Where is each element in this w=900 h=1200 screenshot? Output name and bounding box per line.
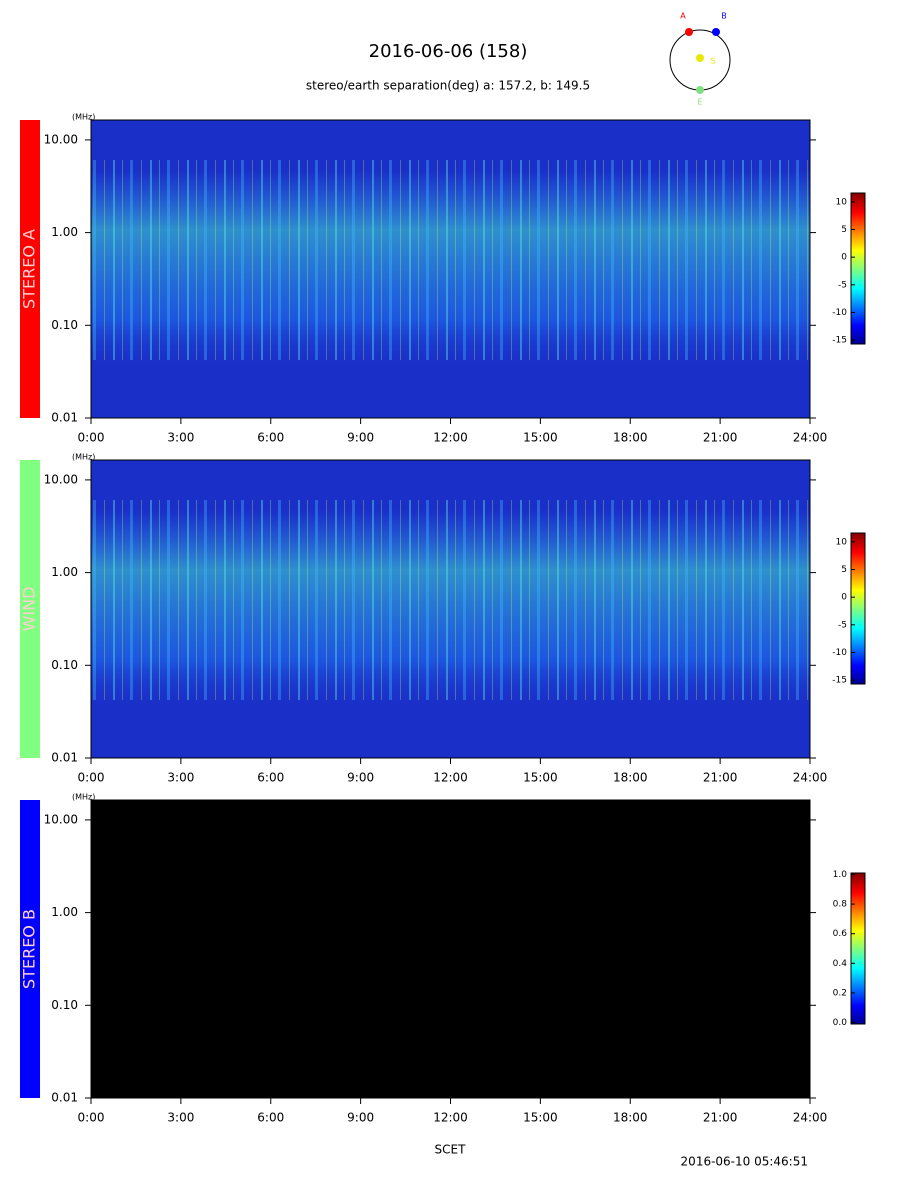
y-tick-label: 0.10 xyxy=(51,998,78,1012)
colorbar xyxy=(850,872,866,1025)
orbit-body xyxy=(712,28,720,36)
colorbar-tick-label: 0.4 xyxy=(833,959,848,969)
x-tick-label: 9:00 xyxy=(347,431,374,445)
colorbar xyxy=(850,532,866,685)
y-tick-label: 1.00 xyxy=(51,905,78,919)
y-unit: (MHz) xyxy=(72,113,95,122)
colorbar-tick-label: 5 xyxy=(841,225,847,235)
x-tick-label: 9:00 xyxy=(347,1111,374,1125)
x-tick-label: 0:00 xyxy=(78,431,105,445)
colorbar-tick-label: 0.0 xyxy=(833,1018,848,1028)
colorbar-tick-label: 0.8 xyxy=(833,900,848,910)
x-tick-label: 15:00 xyxy=(523,1111,558,1125)
x-tick-label: 3:00 xyxy=(167,771,194,785)
colorbar-tick-label: 0 xyxy=(841,253,847,263)
y-tick-label: 10.00 xyxy=(44,812,78,826)
colorbar-tick-label: 5 xyxy=(841,565,847,575)
colorbar-tick-label: 1.0 xyxy=(833,870,848,880)
x-tick-label: 9:00 xyxy=(347,771,374,785)
y-tick-label: 10.00 xyxy=(44,472,78,486)
panel-label-bar xyxy=(20,800,40,1098)
panel: STEREO A (MHz) 10.00 1.00 0.10 0.010:00 3:00 6:… xyxy=(20,113,866,445)
orbit-body xyxy=(685,28,693,36)
y-tick-label: 10.00 xyxy=(44,132,78,146)
x-tick-label: 12:00 xyxy=(433,771,468,785)
colorbar-tick-label: 10 xyxy=(836,537,848,547)
x-tick-label: 0:00 xyxy=(78,771,105,785)
panels: STEREO A(MHz)10.001.000.100.010:00 3:00 6:… xyxy=(20,113,866,1125)
orbit-body xyxy=(696,54,704,62)
y-tick-label: 0.01 xyxy=(51,411,78,425)
timestamp: 2016-06-10 05:46:51 xyxy=(681,1155,808,1169)
x-tick-label: 15:00 xyxy=(523,771,558,785)
y-tick-label: 1.00 xyxy=(51,565,78,579)
y-unit: (MHz) xyxy=(72,453,95,462)
x-tick-label: 18:00 xyxy=(613,1111,648,1125)
orbit-body xyxy=(696,86,704,94)
x-tick-label: 24:00 xyxy=(793,1111,828,1125)
x-tick-label: 12:00 xyxy=(433,431,468,445)
x-tick-label: 6:00 xyxy=(257,771,284,785)
y-tick-label: 0.01 xyxy=(51,1091,78,1105)
colorbar-tick-label: 0 xyxy=(841,593,847,603)
x-tick-label: 21:00 xyxy=(703,1111,738,1125)
x-tick-label: 6:00 xyxy=(257,1111,284,1125)
orbit-diagram: A B S E xyxy=(680,12,726,107)
y-tick-label: 0.10 xyxy=(51,318,78,332)
y-tick-label: 0.01 xyxy=(51,751,78,765)
panel-label: STEREO B xyxy=(20,909,39,989)
spectrogram-streaks xyxy=(91,500,810,700)
y-tick-label: 1.00 xyxy=(51,225,78,239)
orbit-label: E xyxy=(697,98,702,107)
colorbar-tick-label: -5 xyxy=(838,280,847,290)
x-tick-label: 3:00 xyxy=(167,431,194,445)
colorbar-tick-label: -15 xyxy=(832,676,847,686)
spectrogram-streaks xyxy=(91,160,810,360)
panel-label-bar xyxy=(20,120,40,418)
colorbar-tick-label: -10 xyxy=(832,648,847,658)
x-tick-label: 15:00 xyxy=(523,431,558,445)
x-tick-label: 0:00 xyxy=(78,1111,105,1125)
panel: WIND (MHz) 10.00 1.00 0.10 0.010:00 3:00 6:00 9:… xyxy=(20,453,866,785)
colorbar-tick-label: 0.6 xyxy=(833,929,848,939)
x-tick-label: 24:00 xyxy=(793,431,828,445)
colorbar-tick-label: -10 xyxy=(832,308,847,318)
panel: STEREO B (MHz) 10.00 1.00 0.10 0.010:00 3:00 6:… xyxy=(20,793,866,1125)
colorbar xyxy=(850,192,866,345)
title: 2016-06-06 (158) xyxy=(369,41,528,62)
colorbar-tick-label: -15 xyxy=(832,336,847,346)
y-tick-label: 0.10 xyxy=(51,658,78,672)
colorbar-tick-label: 0.2 xyxy=(833,988,847,998)
x-tick-label: 6:00 xyxy=(257,431,284,445)
panel-label: WIND xyxy=(20,587,39,632)
x-tick-label: 21:00 xyxy=(703,431,738,445)
panel-label-bar xyxy=(20,460,40,758)
orbit-label: A xyxy=(680,12,686,21)
x-tick-label: 3:00 xyxy=(167,1111,194,1125)
orbit-label: S xyxy=(710,57,715,66)
panel-label: STEREO A xyxy=(20,229,39,309)
y-unit: (MHz) xyxy=(72,793,95,802)
x-tick-label: 18:00 xyxy=(613,771,648,785)
x-tick-label: 24:00 xyxy=(793,771,828,785)
spectrogram xyxy=(91,800,810,1098)
orbit-label: B xyxy=(721,12,727,21)
colorbar-tick-label: 10 xyxy=(836,197,848,207)
x-tick-label: 12:00 xyxy=(433,1111,468,1125)
x-axis-label: SCET xyxy=(435,1143,467,1157)
subtitle: stereo/earth separation(deg) a: 157.2, b… xyxy=(306,79,590,93)
x-tick-label: 21:00 xyxy=(703,771,738,785)
x-tick-label: 18:00 xyxy=(613,431,648,445)
colorbar-tick-label: -5 xyxy=(838,620,847,630)
